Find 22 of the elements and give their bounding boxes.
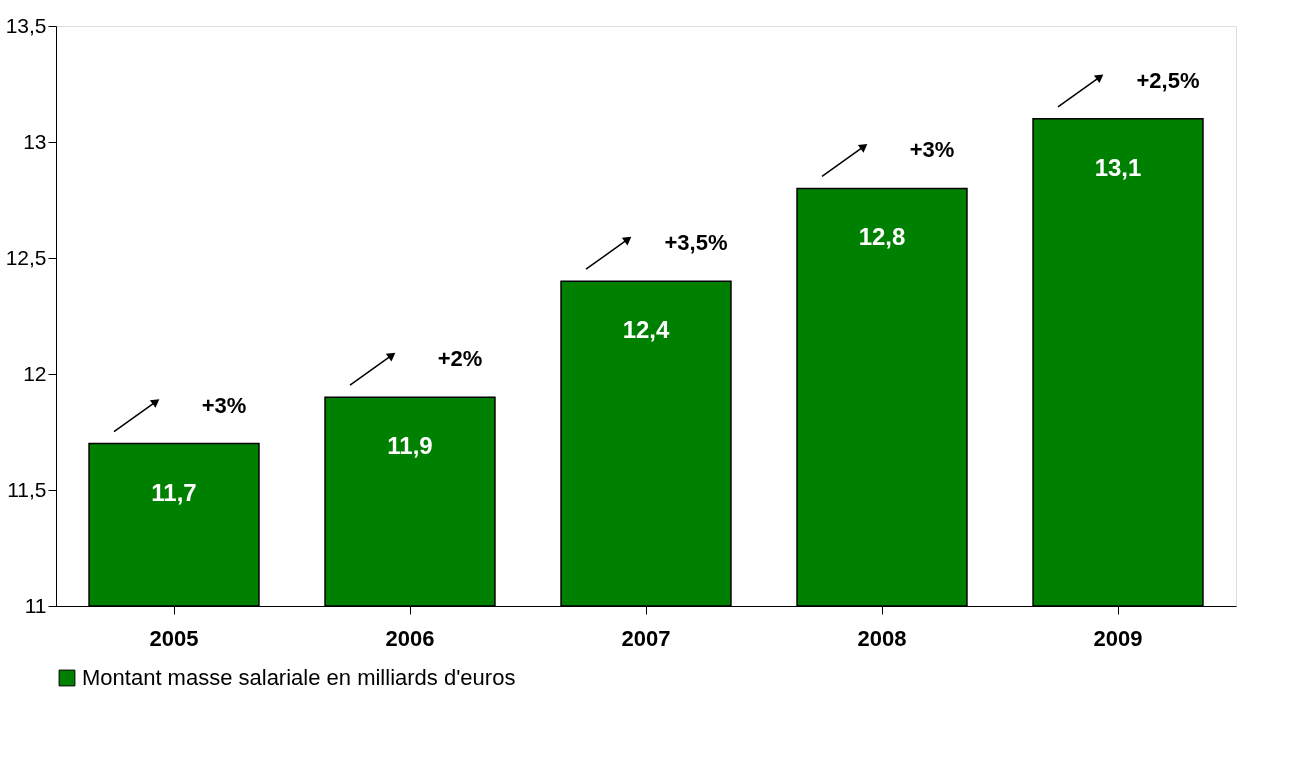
x-tick-label: 2006 [385,625,435,651]
annotation: +3% [201,392,247,418]
y-tick-label: 13 [23,129,47,153]
data-label: 11,7 [151,478,197,506]
annotation: +3,5% [664,230,728,256]
annotation: +3% [909,137,955,163]
y-tick-label: 12 [23,361,47,385]
y-tick-label: 11 [24,593,47,617]
x-tick-label: 2008 [857,625,907,651]
y-tick-label: 11,5 [7,477,47,501]
data-label: 11,9 [387,432,433,460]
x-tick-label: 2007 [621,625,671,651]
data-label: 12,8 [858,223,906,251]
annotation: +2% [437,346,483,372]
legend-label: Montant masse salariale en milliards d'euros [82,665,516,690]
y-tick-label: 12,5 [5,245,47,269]
x-tick-label: 2009 [1093,625,1143,651]
annotation: +2,5% [1136,67,1200,93]
y-tick-label: 13,5 [5,13,47,37]
x-tick-label: 2005 [149,625,199,651]
data-label: 12,4 [622,316,670,344]
data-label: 13,1 [1094,153,1142,181]
